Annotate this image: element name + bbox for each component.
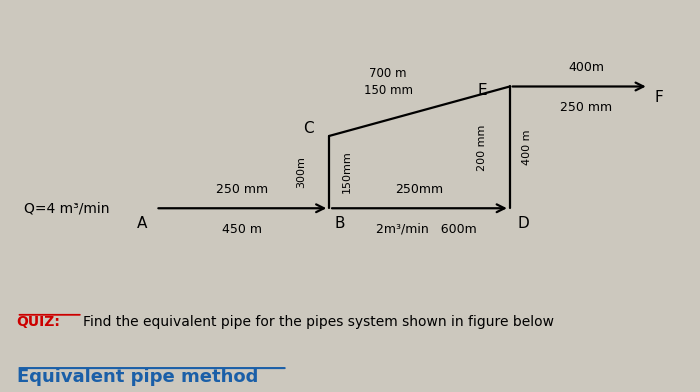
Text: 250 mm: 250 mm: [216, 183, 268, 196]
Text: Find the equivalent pipe for the pipes system shown in figure below: Find the equivalent pipe for the pipes s…: [83, 315, 554, 329]
Text: 450 m: 450 m: [223, 223, 262, 236]
Text: A: A: [136, 216, 147, 231]
Text: C: C: [303, 121, 314, 136]
Text: 250mm: 250mm: [395, 183, 444, 196]
Text: 300m: 300m: [296, 156, 307, 188]
Text: 200 mm: 200 mm: [477, 124, 487, 171]
Text: D: D: [518, 216, 529, 231]
Text: 2m³/min   600m: 2m³/min 600m: [376, 223, 477, 236]
Text: E: E: [477, 83, 486, 98]
Text: 150mm: 150mm: [342, 151, 351, 194]
Text: 150 mm: 150 mm: [364, 84, 413, 97]
Text: 700 m: 700 m: [370, 67, 407, 80]
Text: QUIZ:: QUIZ:: [17, 315, 60, 329]
Text: Q=4 m³/min: Q=4 m³/min: [24, 201, 109, 215]
Text: 400 m: 400 m: [522, 130, 532, 165]
Text: Equivalent pipe method: Equivalent pipe method: [17, 368, 258, 386]
Text: B: B: [335, 216, 345, 231]
Text: F: F: [654, 91, 664, 105]
Text: 400m: 400m: [568, 61, 604, 74]
Text: 250 mm: 250 mm: [560, 101, 612, 114]
